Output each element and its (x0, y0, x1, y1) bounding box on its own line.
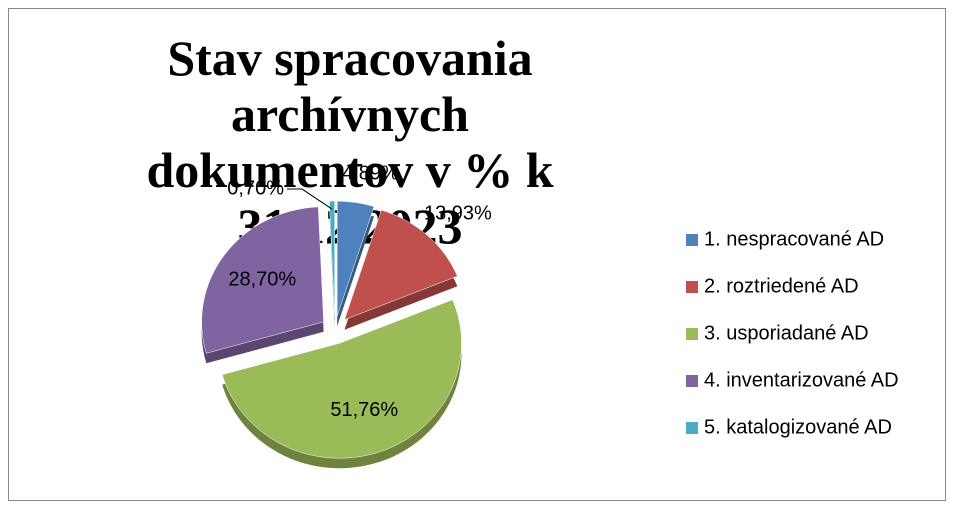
legend-swatch (686, 328, 698, 340)
data-label: 0,70% (227, 177, 284, 199)
legend-label: 4. inventarizované AD (704, 369, 899, 391)
slice (329, 200, 335, 317)
legend-label: 5. katalogizované AD (704, 416, 892, 438)
chart-frame (8, 8, 946, 501)
legend-swatch (686, 422, 698, 434)
legend-swatch (686, 375, 698, 387)
data-label: 4,89% (342, 162, 399, 184)
data-label: 28,70% (228, 268, 296, 290)
data-label: 13,93% (424, 202, 492, 224)
leader-line (287, 188, 333, 210)
data-label: 51,76% (330, 399, 398, 421)
slice (336, 200, 375, 317)
slice (221, 299, 462, 459)
legend-label: 1. nespracované AD (704, 228, 884, 250)
slice (344, 209, 458, 321)
legend-label: 2. roztriedené AD (704, 275, 859, 297)
slice (201, 206, 324, 354)
legend-label: 3. usporiadané AD (704, 322, 869, 344)
legend-swatch (686, 281, 698, 293)
legend-swatch (686, 234, 698, 246)
